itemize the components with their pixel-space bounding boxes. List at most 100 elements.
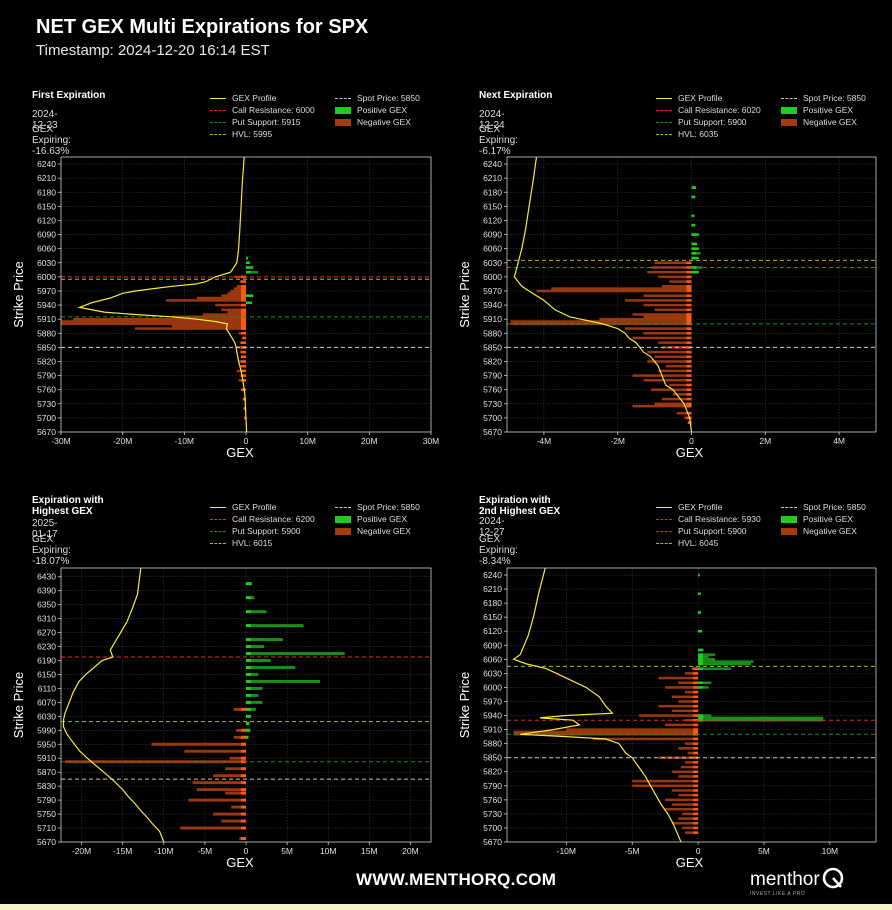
negative-gex-bar-core bbox=[241, 781, 246, 785]
negative-gex-bar bbox=[654, 261, 692, 265]
x-tick-label: 0 bbox=[244, 846, 249, 856]
positive-gex-bar bbox=[698, 681, 712, 685]
positive-gex-bar bbox=[698, 667, 732, 670]
negative-gex-bar-core bbox=[241, 350, 246, 354]
negative-gex-bar-core bbox=[241, 308, 246, 312]
x-tick-label: -2M bbox=[610, 436, 625, 446]
gex-expiring: GEX Expiring: -6.17% bbox=[479, 124, 518, 157]
negative-gex-bar bbox=[650, 388, 692, 391]
negative-gex-bar-core bbox=[686, 404, 692, 408]
gex-profile-line bbox=[512, 567, 682, 843]
negative-gex-bar-core bbox=[241, 296, 246, 300]
y-tick-label: 5700 bbox=[483, 413, 502, 423]
negative-gex-bar bbox=[658, 369, 692, 373]
legend-call-resistance: Call Resistance: 6200 bbox=[210, 514, 315, 524]
negative-gex-bar bbox=[135, 327, 246, 330]
negative-gex-bar-core bbox=[686, 350, 692, 354]
negative-gex-bar bbox=[684, 761, 699, 764]
positive-gex-bar bbox=[698, 662, 751, 666]
positive-gex-bar-core bbox=[691, 266, 697, 269]
positive-gex-bar-core bbox=[698, 716, 704, 720]
negative-gex-bar-core bbox=[241, 364, 246, 368]
y-tick-label: 5940 bbox=[483, 300, 502, 310]
negative-gex-bar bbox=[654, 355, 692, 359]
negative-gex-bar bbox=[227, 310, 246, 314]
positive-gex-bar-core bbox=[698, 648, 704, 652]
negative-gex-bar bbox=[658, 676, 699, 680]
negative-gex-bar-core bbox=[241, 728, 246, 732]
negative-gex-bar-core bbox=[693, 742, 699, 745]
legend-swatch bbox=[781, 119, 797, 127]
panel-title: Expiration with 2nd Highest GEX bbox=[479, 495, 561, 517]
negative-gex-bar bbox=[225, 791, 246, 795]
x-tick-label: 15M bbox=[361, 846, 378, 856]
positive-gex-bar bbox=[246, 693, 259, 697]
positive-gex-bar bbox=[246, 645, 265, 649]
negative-gex-bar bbox=[233, 707, 246, 711]
x-tick-label: 0 bbox=[244, 436, 249, 446]
negative-gex-bar bbox=[213, 774, 246, 778]
panel-date: 2025-01-17 bbox=[32, 518, 58, 540]
negative-gex-bar bbox=[665, 723, 699, 727]
negative-gex-bar-core bbox=[686, 275, 692, 279]
negative-gex-bar-core bbox=[693, 789, 699, 792]
negative-gex-bar bbox=[551, 287, 692, 290]
legend-label: Negative GEX bbox=[357, 526, 411, 536]
negative-gex-bar bbox=[165, 299, 246, 302]
negative-gex-bar-core bbox=[686, 416, 692, 420]
legend-gex-profile: GEX Profile bbox=[210, 502, 276, 512]
y-axis-label: Strike Price bbox=[11, 672, 26, 738]
negative-gex-bar-core bbox=[693, 803, 699, 806]
negative-gex-bar-core bbox=[686, 308, 692, 312]
x-tick-label: 0 bbox=[689, 436, 694, 446]
x-tick-label: 0 bbox=[696, 846, 701, 856]
positive-gex-bar bbox=[246, 686, 263, 690]
negative-gex-bar-core bbox=[693, 770, 699, 773]
legend-call-resistance: Call Resistance: 5930 bbox=[656, 514, 761, 524]
negative-gex-bar bbox=[678, 793, 699, 797]
negative-gex-bar bbox=[233, 735, 246, 739]
positive-gex-bar bbox=[246, 610, 267, 614]
positive-gex-bar-core bbox=[698, 662, 704, 666]
positive-gex-bar-core bbox=[246, 638, 251, 642]
negative-gex-bar-core bbox=[686, 332, 692, 335]
negative-gex-bar bbox=[73, 317, 246, 321]
y-tick-label: 6180 bbox=[37, 187, 56, 197]
positive-gex-bar-core bbox=[246, 735, 249, 739]
negative-gex-bar-core bbox=[693, 751, 699, 755]
negative-gex-bar-core bbox=[241, 285, 246, 288]
y-tick-label: 6180 bbox=[483, 187, 502, 197]
negative-gex-bar-core bbox=[241, 287, 246, 290]
negative-gex-bar-core bbox=[241, 294, 246, 297]
negative-gex-bar bbox=[592, 737, 699, 741]
negative-gex-bar-core bbox=[693, 807, 699, 811]
legend-swatch bbox=[335, 98, 351, 100]
legend-swatch bbox=[781, 98, 797, 100]
negative-gex-bar bbox=[221, 308, 246, 312]
negative-gex-bar-core bbox=[686, 341, 692, 344]
positive-gex-bar-core bbox=[691, 223, 696, 227]
y-tick-label: 5760 bbox=[37, 385, 56, 395]
legend-label: Positive GEX bbox=[357, 514, 408, 524]
legend-gex-profile: GEX Profile bbox=[210, 93, 276, 103]
y-tick-label: 5790 bbox=[37, 371, 56, 381]
negative-gex-bar bbox=[678, 700, 699, 703]
negative-gex-bar-core bbox=[244, 416, 246, 420]
negative-gex-bar-core bbox=[693, 672, 699, 675]
negative-gex-bar-core bbox=[241, 303, 246, 307]
negative-gex-bar bbox=[658, 341, 692, 344]
y-tick-label: 6310 bbox=[37, 614, 56, 624]
legend-spot-price: Spot Price: 5850 bbox=[335, 502, 420, 512]
legend-gex-profile: GEX Profile bbox=[656, 93, 722, 103]
website-url[interactable]: WWW.MENTHORQ.COM bbox=[356, 870, 557, 889]
negative-gex-bar-core bbox=[686, 397, 692, 401]
positive-gex-bar-core bbox=[691, 270, 697, 274]
positive-gex-bar-core bbox=[246, 728, 251, 732]
legend-put-support: Put Support: 5900 bbox=[656, 526, 747, 536]
negative-gex-bar-core bbox=[241, 320, 246, 323]
negative-gex-bar bbox=[647, 270, 692, 274]
negative-gex-bar-core bbox=[686, 280, 692, 283]
positive-gex-bar-core bbox=[246, 301, 251, 304]
legend-label: Spot Price: 5850 bbox=[357, 93, 420, 103]
